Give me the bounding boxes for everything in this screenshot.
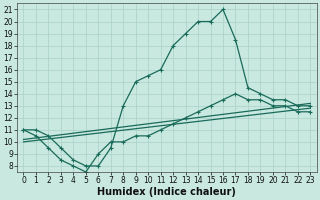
X-axis label: Humidex (Indice chaleur): Humidex (Indice chaleur)	[98, 187, 236, 197]
